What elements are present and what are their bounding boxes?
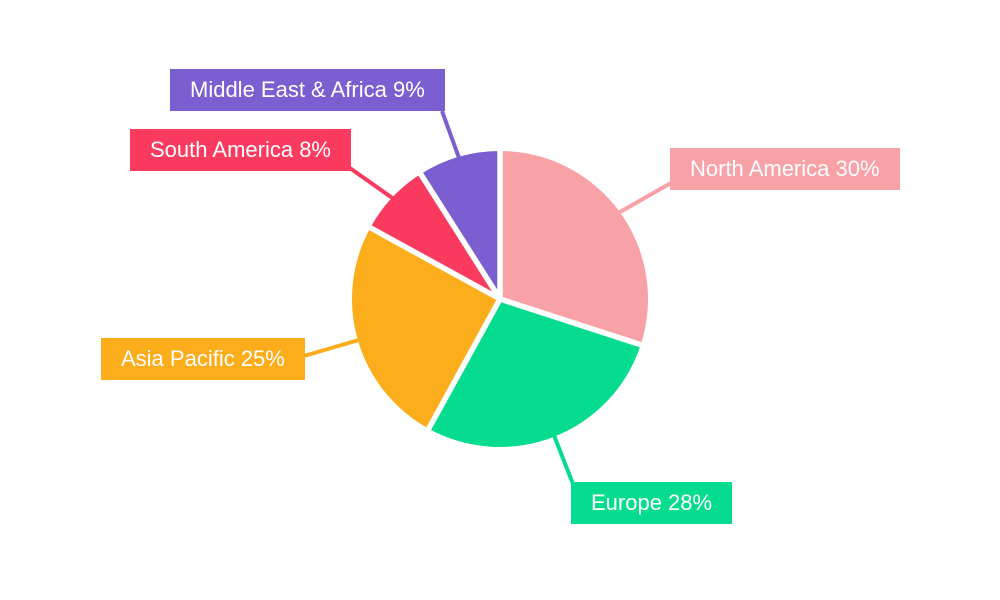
callout-label-middle-east-africa: Middle East & Africa 9% [170,69,445,111]
slice-divider [367,224,502,302]
pie-slice-north-america [500,151,649,345]
callout-label-europe: Europe 28% [571,482,733,524]
leader-line-south-america [345,164,394,201]
leader-line-europe [552,434,575,485]
leader-line-north-america [617,181,672,215]
callout-label-north-america: North America 30% [670,148,900,190]
leader-line-asia-pacific [296,338,360,360]
slice-divider [499,296,644,348]
pie-slice-south-america [370,174,500,299]
callout-label-asia-pacific: Asia Pacific 25% [101,338,305,380]
callout-label-south-america: South America 8% [130,129,351,171]
leader-line-middle-east-africa [440,110,461,159]
pie-slice-asia-pacific [352,227,500,429]
slice-divider [425,297,503,432]
slice-divider [417,170,503,301]
pie-slice-middle-east-africa [420,151,500,299]
